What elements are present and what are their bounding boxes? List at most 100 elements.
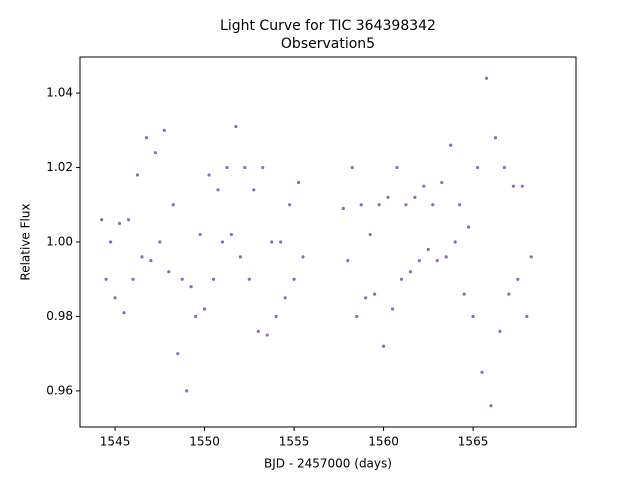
- data-point: [288, 203, 292, 207]
- data-point: [462, 292, 466, 296]
- x-tick-label: 1565: [458, 435, 489, 449]
- data-point: [158, 240, 162, 244]
- data-point: [435, 259, 439, 263]
- x-tick-label: 1545: [100, 435, 131, 449]
- data-point: [274, 314, 278, 319]
- data-point: [296, 180, 301, 185]
- data-point: [520, 184, 524, 188]
- data-point: [252, 188, 256, 192]
- y-axis-label: Relative Flux: [19, 203, 33, 280]
- data-point: [113, 296, 117, 300]
- data-point: [381, 344, 386, 348]
- data-point: [211, 277, 216, 281]
- data-point: [144, 136, 149, 140]
- data-point: [431, 203, 435, 207]
- data-point: [180, 277, 184, 281]
- y-tick-label: 1.00: [46, 235, 73, 249]
- data-point: [247, 277, 251, 281]
- data-point: [449, 143, 453, 147]
- data-point: [301, 255, 305, 259]
- data-point: [283, 296, 287, 300]
- data-point: [386, 195, 390, 199]
- chart-subtitle: Observation5: [281, 36, 375, 52]
- data-point: [408, 270, 413, 274]
- data-point: [413, 195, 417, 199]
- data-point: [122, 311, 126, 315]
- data-point: [171, 203, 175, 207]
- data-point: [185, 389, 189, 393]
- data-point: [511, 184, 515, 188]
- data-point: [368, 232, 372, 237]
- data-point: [480, 370, 484, 374]
- data-point: [140, 255, 144, 259]
- data-point: [471, 314, 475, 319]
- data-point: [355, 314, 359, 319]
- data-point: [189, 285, 193, 289]
- y-tick-label: 0.96: [46, 383, 73, 397]
- data-point: [484, 76, 489, 80]
- data-point: [198, 232, 202, 237]
- data-point: [216, 188, 220, 192]
- data-point: [516, 277, 520, 281]
- data-point: [489, 404, 493, 408]
- data-point: [265, 333, 269, 337]
- data-point: [458, 203, 462, 207]
- data-point: [529, 255, 533, 259]
- data-point: [109, 240, 113, 244]
- data-point: [493, 136, 498, 140]
- data-point: [225, 165, 229, 170]
- data-point: [220, 240, 225, 244]
- data-point: [507, 292, 511, 296]
- data-point: [498, 329, 502, 333]
- data-point: [350, 165, 354, 170]
- data-point: [153, 151, 157, 155]
- data-point: [207, 173, 211, 177]
- data-point: [346, 259, 350, 263]
- data-point: [525, 314, 529, 319]
- data-point: [202, 307, 207, 311]
- x-tick-label: 1555: [279, 435, 310, 449]
- data-point: [395, 165, 399, 170]
- data-point: [359, 203, 363, 207]
- chart-title: Light Curve for TIC 364398342: [220, 18, 436, 34]
- data-point: [279, 240, 283, 244]
- data-point: [117, 221, 122, 225]
- data-point: [229, 232, 234, 237]
- data-point: [131, 277, 135, 281]
- data-point: [261, 165, 265, 170]
- data-point: [176, 352, 180, 356]
- data-point: [475, 165, 480, 170]
- data-point: [234, 125, 238, 129]
- data-point: [341, 206, 345, 211]
- y-tick-label: 1.04: [46, 86, 73, 100]
- data-point: [390, 307, 395, 311]
- data-point: [162, 128, 166, 132]
- data-point: [444, 255, 448, 259]
- data-point: [502, 165, 507, 170]
- x-axis-label: BJD - 2457000 (days): [264, 457, 392, 471]
- data-point: [467, 225, 471, 229]
- y-tick-label: 0.98: [46, 309, 73, 323]
- data-point: [404, 203, 408, 207]
- data-point: [135, 173, 140, 177]
- y-tick-label: 1.02: [46, 160, 73, 174]
- data-point: [243, 165, 247, 170]
- x-tick-label: 1560: [368, 435, 399, 449]
- data-point: [149, 259, 153, 263]
- data-point: [399, 277, 404, 281]
- data-point: [440, 180, 444, 185]
- data-point: [453, 240, 457, 244]
- data-point: [167, 270, 171, 274]
- data-point: [364, 296, 368, 300]
- data-point: [100, 218, 104, 222]
- data-point: [417, 259, 421, 263]
- x-tick-label: 1550: [189, 435, 220, 449]
- data-point: [373, 292, 377, 296]
- data-point: [270, 240, 274, 244]
- data-point: [238, 255, 242, 259]
- data-point: [126, 218, 131, 222]
- data-point: [377, 203, 381, 207]
- data-point: [292, 277, 296, 281]
- data-point: [422, 184, 426, 188]
- plot-frame: [79, 56, 577, 428]
